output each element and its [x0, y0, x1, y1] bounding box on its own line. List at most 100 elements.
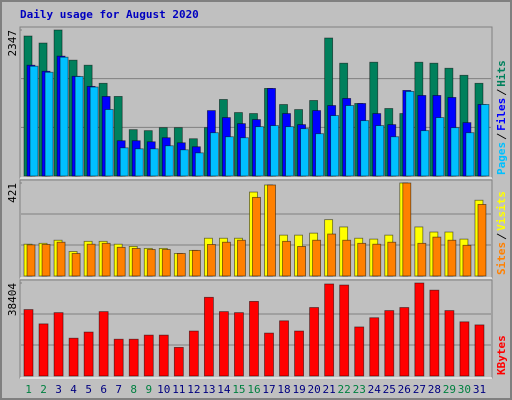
bar [38, 323, 49, 377]
x-tick-label: 29 [443, 383, 456, 396]
x-tick-label: 5 [85, 383, 92, 396]
x-tick-label: 9 [145, 383, 152, 396]
bar [131, 247, 141, 277]
bar [119, 147, 129, 177]
legend-entry: Visits [495, 191, 508, 231]
bar [237, 239, 246, 277]
bar [357, 242, 367, 277]
bar [270, 125, 279, 177]
legend-entry: KBytes [495, 335, 508, 375]
bar [384, 310, 395, 377]
bar [369, 317, 380, 377]
x-tick-label: 31 [473, 383, 486, 396]
x-tick-label: 15 [232, 383, 245, 396]
bar [86, 243, 96, 277]
x-tick-label: 17 [262, 383, 275, 396]
bar [59, 56, 69, 177]
bar [417, 242, 427, 277]
x-tick-label: 22 [338, 383, 351, 396]
legend: KBytes [495, 335, 508, 375]
x-tick-label: 20 [307, 383, 320, 396]
bar [267, 184, 276, 277]
legend-entry: Pages [495, 142, 508, 175]
bar [89, 86, 99, 177]
x-tick-label: 8 [130, 383, 137, 396]
bar [191, 249, 201, 277]
bar [164, 145, 174, 177]
bar [279, 320, 289, 377]
bar [161, 249, 171, 277]
x-tick-label: 10 [157, 383, 170, 396]
bar [128, 338, 139, 377]
bar [225, 136, 234, 177]
bar [342, 239, 352, 277]
bar [327, 233, 337, 277]
legend-separator [496, 133, 507, 140]
bar [188, 330, 199, 377]
bar [26, 244, 36, 277]
bar [134, 148, 144, 177]
bar [143, 334, 154, 377]
bar [29, 65, 39, 177]
x-tick-label: 12 [187, 383, 200, 396]
x-tick-label: 23 [353, 383, 366, 396]
bar [345, 105, 355, 177]
bar [420, 130, 430, 177]
bar [56, 241, 66, 277]
legend: Sites Visits [495, 191, 508, 275]
x-tick-label: 2 [40, 383, 47, 396]
bar [282, 240, 291, 277]
bar [173, 346, 184, 377]
bar [447, 239, 457, 277]
bar [23, 309, 34, 377]
bar [146, 249, 156, 277]
bar [104, 109, 114, 177]
legend-entry: Hits [495, 60, 508, 87]
y-tick-label: 421 [6, 183, 19, 203]
bar [53, 312, 64, 377]
x-tick-label: 21 [323, 383, 336, 396]
bar [372, 243, 382, 277]
bar [297, 245, 306, 277]
x-tick-label: 11 [172, 383, 185, 396]
bar [206, 244, 216, 277]
x-tick-label: 13 [202, 383, 215, 396]
x-tick-label: 27 [413, 383, 426, 396]
bar [309, 307, 320, 377]
bar [98, 311, 109, 377]
bar [249, 300, 259, 377]
x-tick-label: 18 [277, 383, 290, 396]
legend: Pages Files Hits [495, 60, 508, 175]
bar [222, 241, 231, 277]
bar [240, 137, 249, 177]
bar [74, 76, 84, 177]
bar [194, 152, 204, 177]
bar [429, 289, 440, 377]
bar [414, 282, 425, 377]
x-tick-label: 25 [383, 383, 396, 396]
bar [294, 330, 304, 377]
x-tick-label: 6 [100, 383, 107, 396]
bar [354, 326, 365, 377]
chart-title: Daily usage for August 2020 [20, 8, 199, 21]
bar [459, 321, 470, 377]
x-tick-label: 24 [368, 383, 382, 396]
bar [330, 115, 340, 177]
bar [83, 331, 94, 377]
bar [113, 338, 124, 377]
bar [101, 242, 111, 277]
bar [179, 149, 189, 177]
bar [158, 334, 169, 377]
bar [116, 246, 126, 277]
x-tick-label: 7 [115, 383, 122, 396]
bar [339, 284, 350, 377]
x-tick-label: 28 [428, 383, 441, 396]
x-tick-label: 16 [247, 383, 260, 396]
bar [474, 324, 485, 377]
bar [405, 90, 415, 177]
bar [315, 133, 325, 177]
bar [444, 310, 455, 377]
bar [203, 296, 214, 377]
x-tick-label: 4 [70, 383, 77, 396]
